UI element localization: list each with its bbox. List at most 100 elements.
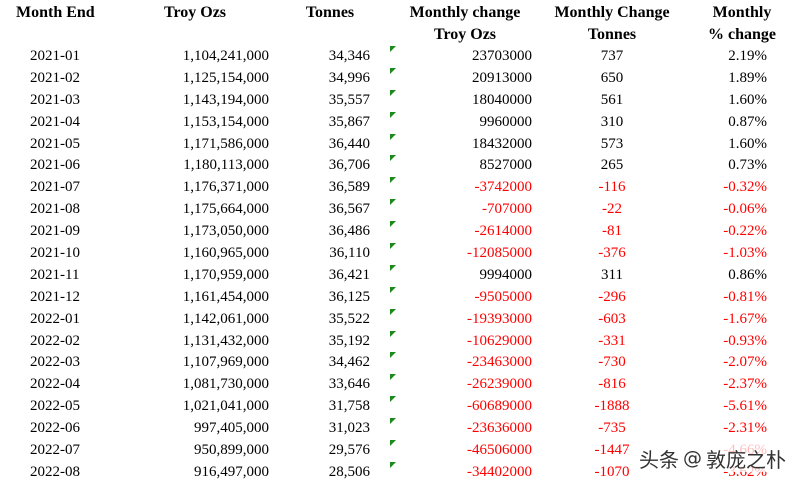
header-monthly-change-oz-line1: Monthly change: [409, 4, 521, 21]
cell-tonnes: 35,867: [328, 113, 370, 130]
cell-marker-icon: [390, 330, 396, 337]
cell-tonnes: 35,192: [328, 332, 370, 349]
cell-troy-ozs: 1,125,154,000: [182, 69, 269, 86]
cell-troy-ozs: 997,405,000: [194, 420, 269, 437]
cell-month: 2022-02: [30, 332, 80, 349]
cell-monthly-change-tonnes: -1070: [594, 463, 630, 480]
cell-monthly-change-tonnes: 561: [600, 91, 624, 108]
cell-tonnes: 36,589: [328, 179, 370, 196]
cell-troy-ozs: 1,131,432,000: [182, 332, 269, 349]
cell-tonnes: 36,486: [328, 223, 370, 240]
cell-monthly-change-tonnes: -296: [598, 288, 626, 305]
cell-pct-change: -0.22%: [723, 223, 767, 240]
header-month-end: Month End: [16, 4, 95, 21]
header-monthly-change-tonnes: Monthly Change Tonnes: [548, 2, 676, 46]
table-row: 2021-10 1,160,965,000 36,110 -12085000 -376 -…: [0, 243, 800, 265]
cell-pct-change: -2.37%: [723, 376, 767, 393]
cell-tonnes: 34,346: [328, 48, 370, 64]
header-monthly-change-oz-line2: Troy Ozs: [433, 26, 497, 43]
cell-monthly-change-tonnes: 573: [600, 135, 624, 152]
cell-marker-icon: [390, 264, 396, 271]
cell-pct-change: 2.19%: [728, 48, 767, 64]
table-row: 2021-12 1,161,454,000 36,125 -9505000 -296 -0…: [0, 286, 800, 309]
cell-month: 2022-01: [30, 310, 80, 327]
cell-monthly-change-tonnes: 310: [600, 113, 624, 130]
watermark: 头条 @ 敦庞之朴: [635, 444, 790, 472]
cell-marker-icon: [390, 461, 396, 468]
cell-pct-change: -5.61%: [723, 398, 767, 415]
table-row: 2021-02 1,125,154,000 34,996 20913000 650 1.8…: [0, 67, 800, 90]
header-pct-change: Monthly % change: [692, 2, 792, 46]
cell-monthly-change-oz: -2614000: [474, 223, 533, 240]
cell-pct-change: 1.60%: [728, 135, 767, 152]
cell-marker-icon: [390, 308, 396, 315]
cell-troy-ozs: 1,160,965,000: [182, 245, 269, 262]
cell-troy-ozs: 1,081,730,000: [182, 376, 269, 393]
watermark-at: @: [683, 447, 702, 469]
table-body: 2021-01 1,104,241,000 34,346 23703000 737 2.1…: [0, 46, 800, 484]
cell-tonnes: 33,646: [328, 376, 370, 393]
cell-marker-icon: [390, 352, 396, 359]
cell-monthly-change-oz: 20913000: [472, 69, 532, 86]
cell-pct-change: 0.86%: [728, 266, 767, 283]
table-row: 2022-02 1,131,432,000 35,192 -10629000 -331 -…: [0, 330, 800, 353]
cell-marker-icon: [390, 243, 396, 250]
cell-month: 2021-12: [30, 288, 80, 305]
cell-pct-change: -2.31%: [723, 420, 767, 437]
table-row: 2021-03 1,143,194,000 35,557 18040000 561 1.6…: [0, 89, 800, 112]
cell-monthly-change-oz: -26239000: [467, 376, 532, 393]
cell-tonnes: 34,462: [328, 354, 370, 371]
cell-marker-icon: [390, 199, 396, 206]
cell-marker-icon: [390, 374, 396, 381]
cell-month: 2022-04: [30, 376, 80, 393]
cell-monthly-change-oz: 18040000: [472, 91, 532, 108]
cell-marker-icon: [390, 221, 396, 228]
cell-month: 2022-05: [30, 398, 80, 415]
cell-month: 2021-09: [30, 223, 80, 240]
cell-monthly-change-oz: -19393000: [467, 310, 532, 327]
cell-monthly-change-tonnes: -603: [598, 310, 626, 327]
table-row: 2022-01 1,142,061,000 35,522 -19393000 -603 -…: [0, 308, 800, 331]
cell-monthly-change-tonnes: -730: [598, 354, 626, 371]
cell-month: 2022-08: [30, 463, 80, 480]
cell-monthly-change-tonnes: -81: [602, 223, 622, 240]
cell-pct-change: 1.60%: [728, 91, 767, 108]
cell-pct-change: 0.87%: [728, 113, 767, 130]
cell-monthly-change-oz: 9994000: [479, 266, 533, 283]
cell-pct-change: -0.32%: [723, 179, 767, 196]
cell-pct-change: 1.89%: [728, 69, 767, 86]
cell-pct-change: -0.81%: [723, 288, 767, 305]
cell-tonnes: 36,125: [328, 288, 370, 305]
watermark-text: 头条: [639, 447, 679, 472]
cell-monthly-change-tonnes: -816: [598, 376, 626, 393]
header-troy-ozs: Troy Ozs: [163, 4, 227, 21]
table-row: 2021-05 1,171,586,000 36,440 18432000 573 1.6…: [0, 133, 800, 156]
header-monthly-change-tonnes-line2: Tonnes: [587, 26, 637, 43]
cell-tonnes: 31,023: [328, 420, 370, 437]
cell-monthly-change-tonnes: 311: [601, 266, 623, 283]
cell-pct-change: -1.67%: [723, 310, 767, 327]
header-tonnes: Tonnes: [305, 4, 355, 21]
cell-marker-icon: [390, 177, 396, 184]
cell-troy-ozs: 1,142,061,000: [182, 310, 269, 327]
table-row: 2021-06 1,180,113,000 36,706 8527000 265 0.73…: [0, 155, 800, 177]
cell-troy-ozs: 1,175,664,000: [182, 201, 269, 218]
cell-tonnes: 28,506: [328, 463, 370, 480]
table-row: 2022-04 1,081,730,000 33,646 -26239000 -816 -…: [0, 374, 800, 396]
cell-month: 2022-06: [30, 420, 80, 437]
cell-marker-icon: [390, 67, 396, 74]
cell-marker-icon: [390, 89, 396, 96]
cell-tonnes: 29,576: [328, 442, 370, 459]
table-row: 2021-08 1,175,664,000 36,567 -707000 -22 -0.0…: [0, 199, 800, 221]
cell-tonnes: 35,557: [328, 91, 370, 108]
cell-tonnes: 31,758: [328, 398, 370, 415]
cell-month: 2021-07: [30, 179, 80, 196]
table-row: 2022-05 1,021,041,000 31,758 -60689000 -1888…: [0, 396, 800, 418]
table-row: 2021-09 1,173,050,000 36,486 -2614000 -81 -0.…: [0, 221, 800, 243]
cell-month: 2021-03: [30, 91, 80, 108]
table-row: 2022-08916,497,00028,506-34402000-1070-3…: [0, 461, 800, 484]
cell-tonnes: 36,440: [328, 135, 370, 152]
cell-monthly-change-oz: -23463000: [467, 354, 532, 371]
cell-monthly-change-oz: 8527000: [479, 157, 533, 174]
